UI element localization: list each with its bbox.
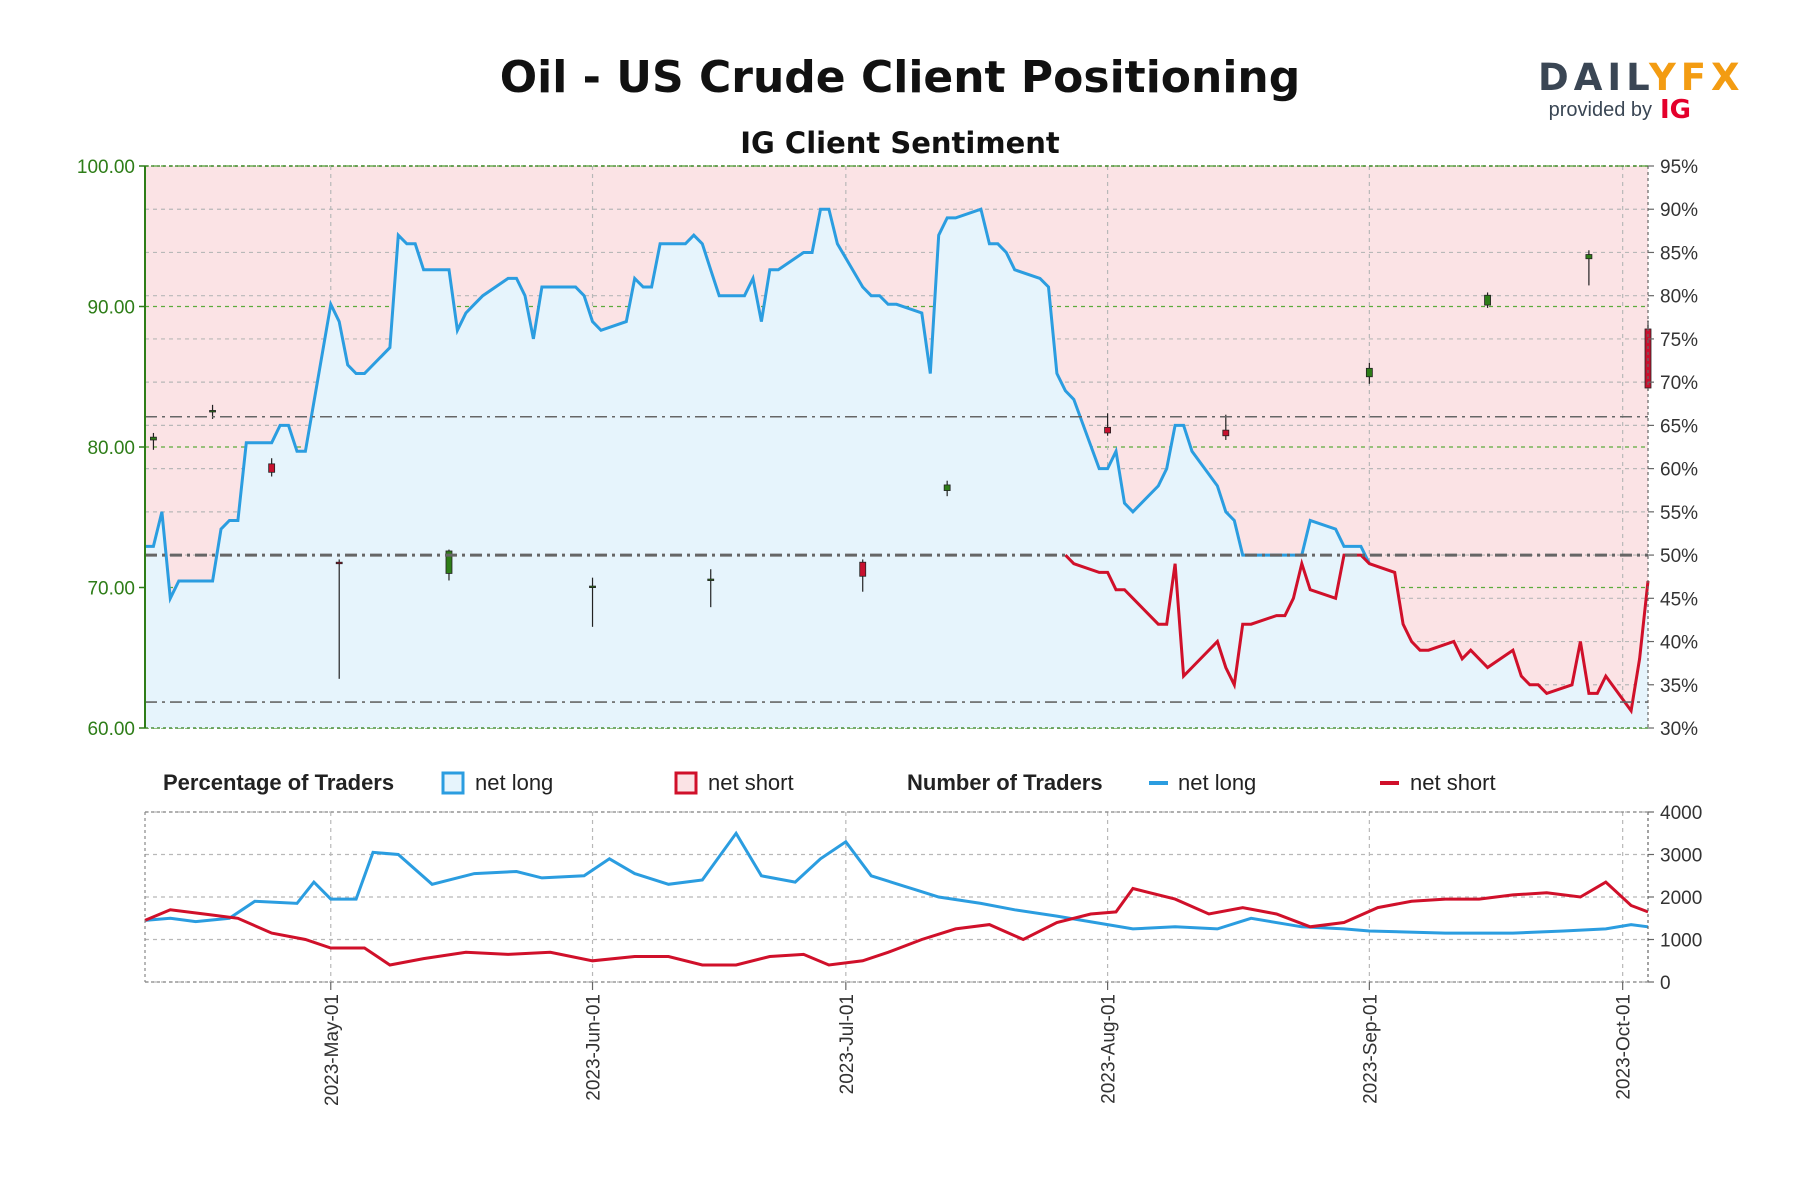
chart-subtitle: IG Client Sentiment — [740, 126, 1060, 160]
date-tick-label: 2023-Sep-01 — [1360, 994, 1381, 1104]
traders-panel: 0 1000 2000 3000 4000 — [144, 803, 1702, 994]
right-tick-label: 85% — [1660, 243, 1698, 264]
legend-pct-short-label: net short — [708, 770, 794, 795]
logo-fx: FX — [1681, 56, 1745, 99]
candle-body — [859, 561, 867, 577]
right-tick-label: 70% — [1660, 373, 1698, 394]
right-tick-label: 45% — [1660, 589, 1698, 610]
date-axis: 2023-May-01 2023-Jun-01 2023-Jul-01 2023-Au… — [322, 982, 1635, 1106]
logo-y: Y — [1648, 56, 1681, 99]
candlestick — [859, 559, 867, 592]
legend-num-short-label: net short — [1410, 770, 1496, 795]
candle-body — [1222, 429, 1230, 437]
right-tick-label: 90% — [1660, 200, 1698, 221]
candle-body — [335, 561, 343, 565]
left-tick-label: 60.00 — [87, 719, 135, 740]
bottom-right-tick-label: 3000 — [1660, 846, 1702, 867]
left-tick-label: 100.00 — [77, 157, 135, 178]
candle-body — [1585, 254, 1593, 260]
candle-body — [1365, 367, 1373, 378]
right-tick-label: 80% — [1660, 287, 1698, 308]
candle-body — [209, 410, 216, 413]
legend-num-long-label: net long — [1178, 770, 1256, 795]
candle-body — [445, 550, 453, 574]
candlestick — [1484, 292, 1491, 308]
candlestick — [1644, 320, 1652, 391]
ig-logo: IG — [1660, 95, 1691, 125]
candle-body — [707, 578, 715, 581]
net-long-pct-line — [145, 207, 1371, 604]
right-tick-label: 55% — [1660, 503, 1698, 524]
candlestick — [268, 458, 276, 477]
right-tick-label: 40% — [1660, 633, 1698, 654]
legend-num-heading: Number of Traders — [907, 770, 1103, 795]
bottom-right-tick-label: 1000 — [1660, 931, 1702, 952]
price-panel: 60.00 70.00 80.00 90.00 100.00 30% 35% 40% 45% 50… — [77, 157, 1698, 740]
right-tick-label: 35% — [1660, 676, 1698, 697]
svg-text:DAILYFX: DAILYFX — [1538, 56, 1745, 99]
net-long-area — [145, 209, 1648, 728]
candlestick — [335, 559, 343, 679]
candle-body — [1484, 294, 1491, 306]
date-tick-label: 2023-May-01 — [322, 994, 343, 1106]
candlestick — [589, 577, 596, 627]
date-tick-label: 2023-Jun-01 — [584, 994, 605, 1101]
candle-body — [943, 484, 951, 491]
candlestick — [1585, 250, 1593, 286]
provided-by-text: provided by — [1549, 99, 1652, 121]
legend-pct-heading: Percentage of Traders — [163, 770, 394, 795]
bottom-right-tick-label: 2000 — [1660, 888, 1702, 909]
candle-body — [1104, 426, 1111, 434]
bottom-right-tick-label: 0 — [1660, 973, 1671, 994]
candle-body — [268, 463, 276, 473]
chart-title: Oil - US Crude Client Positioning — [500, 52, 1300, 103]
right-tick-label: 50% — [1660, 546, 1698, 567]
right-tick-label: 30% — [1660, 719, 1698, 740]
candlestick — [1222, 414, 1230, 440]
candle-body — [150, 436, 157, 441]
left-tick-label: 70.00 — [87, 579, 135, 600]
candlestick — [150, 432, 157, 450]
logo-dail: DAIL — [1538, 56, 1649, 99]
left-tick-label: 80.00 — [87, 438, 135, 459]
date-tick-label: 2023-Oct-01 — [1614, 994, 1635, 1100]
bottom-right-tick-label: 4000 — [1660, 803, 1702, 824]
legend: Percentage of Traders net long net short… — [163, 770, 1496, 795]
dailyfx-logo: DAILYFX provided by IG — [1538, 56, 1745, 125]
candlestick — [943, 480, 951, 497]
traders-net-short-line — [144, 880, 1649, 967]
right-tick-label: 95% — [1660, 157, 1698, 178]
candlestick — [707, 569, 715, 608]
candlestick — [1104, 413, 1111, 436]
date-tick-label: 2023-Aug-01 — [1099, 994, 1120, 1104]
right-tick-label: 75% — [1660, 330, 1698, 351]
traders-net-long-line — [144, 830, 1649, 935]
candlestick — [1365, 362, 1373, 384]
right-tick-label: 65% — [1660, 416, 1698, 437]
right-tick-label: 60% — [1660, 460, 1698, 481]
legend-pct-long-swatch — [441, 771, 465, 795]
left-tick-label: 90.00 — [87, 298, 135, 319]
candle-body — [589, 585, 596, 588]
legend-pct-long-label: net long — [475, 770, 553, 795]
date-tick-label: 2023-Jul-01 — [837, 994, 858, 1094]
legend-pct-short-swatch — [674, 771, 698, 795]
